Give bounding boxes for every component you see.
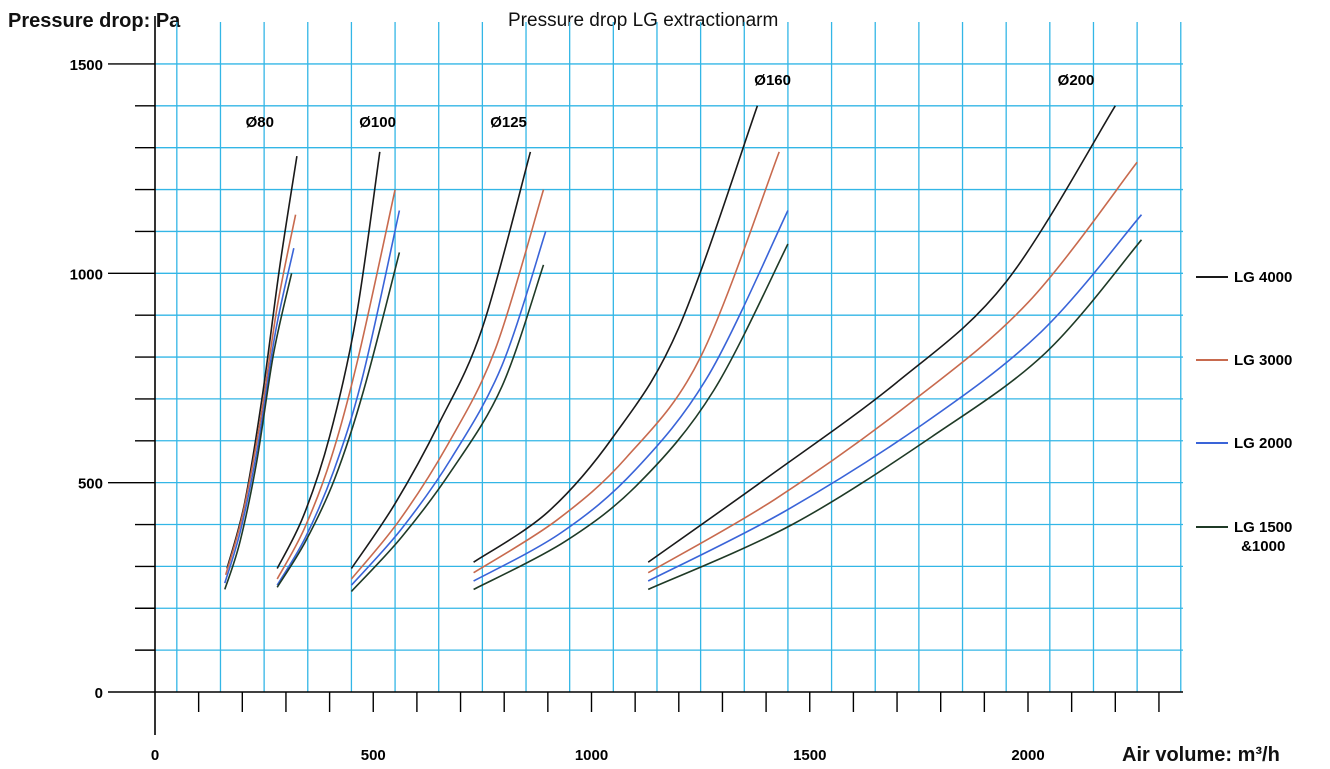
series-line-lg-2000 [473,210,789,582]
legend-swatch [1196,359,1228,361]
x-tick-label: 0 [151,747,159,764]
series-line-lg-4000 [226,155,298,569]
x-tick-label: 1000 [575,747,608,764]
series-line-lg-1500-1000 [224,273,293,590]
x-tick-label: 2000 [1011,747,1044,764]
series-line-lg-1500-1000 [473,243,789,591]
series-line-lg-2000 [647,214,1143,582]
legend-label: LG 1500 &1000 [1234,519,1293,555]
legend-item-lg2000: LG 2000 [1196,434,1292,453]
legend-swatch [1196,526,1228,528]
series-line-lg-3000 [473,151,780,574]
chart-title: Pressure drop LG extractionarm [508,10,779,31]
diameter-label: Ø80 [246,114,274,131]
x-axis-title: Air volume: m³/h [1122,744,1280,766]
legend-swatch [1196,276,1228,278]
legend-label: LG 2000 [1234,435,1293,452]
series-line-lg-2000 [224,248,295,584]
series-line-lg-1500-1000 [276,252,401,588]
y-tick-label: 1500 [70,57,103,74]
legend-label: LG 3000 [1234,352,1293,369]
diameter-label: Ø100 [359,114,396,131]
series-line-lg-3000 [224,214,297,576]
series-line-lg-3000 [350,189,545,580]
diameter-label: Ø160 [754,72,791,89]
series-line-lg-3000 [276,189,396,580]
legend-swatch [1196,442,1228,444]
y-tick-label: 500 [78,476,103,493]
series-line-lg-4000 [276,151,381,569]
legend-label: LG 4000 [1234,269,1293,286]
series-line-lg-4000 [647,105,1116,563]
series-line-lg-3000 [647,161,1138,574]
x-tick-label: 500 [361,747,386,764]
legend-item-lg4000: LG 4000 [1196,268,1292,287]
diameter-label: Ø200 [1058,72,1095,89]
series-line-lg-4000 [473,105,759,563]
x-tick-label: 1500 [793,747,826,764]
y-tick-label: 0 [95,685,103,702]
y-tick-label: 1000 [70,266,103,283]
legend-item-lg1500-1000: LG 1500 &1000 [1196,518,1292,556]
series-line-lg-1500-1000 [647,239,1143,591]
diameter-label: Ø125 [490,114,527,131]
y-axis-title: Pressure drop: Pa [8,10,181,32]
series-line-lg-1500-1000 [350,264,545,593]
series-line-lg-2000 [350,231,547,586]
series-line-lg-2000 [276,210,401,586]
legend-item-lg3000: LG 3000 [1196,351,1292,370]
series-line-lg-4000 [350,151,532,569]
